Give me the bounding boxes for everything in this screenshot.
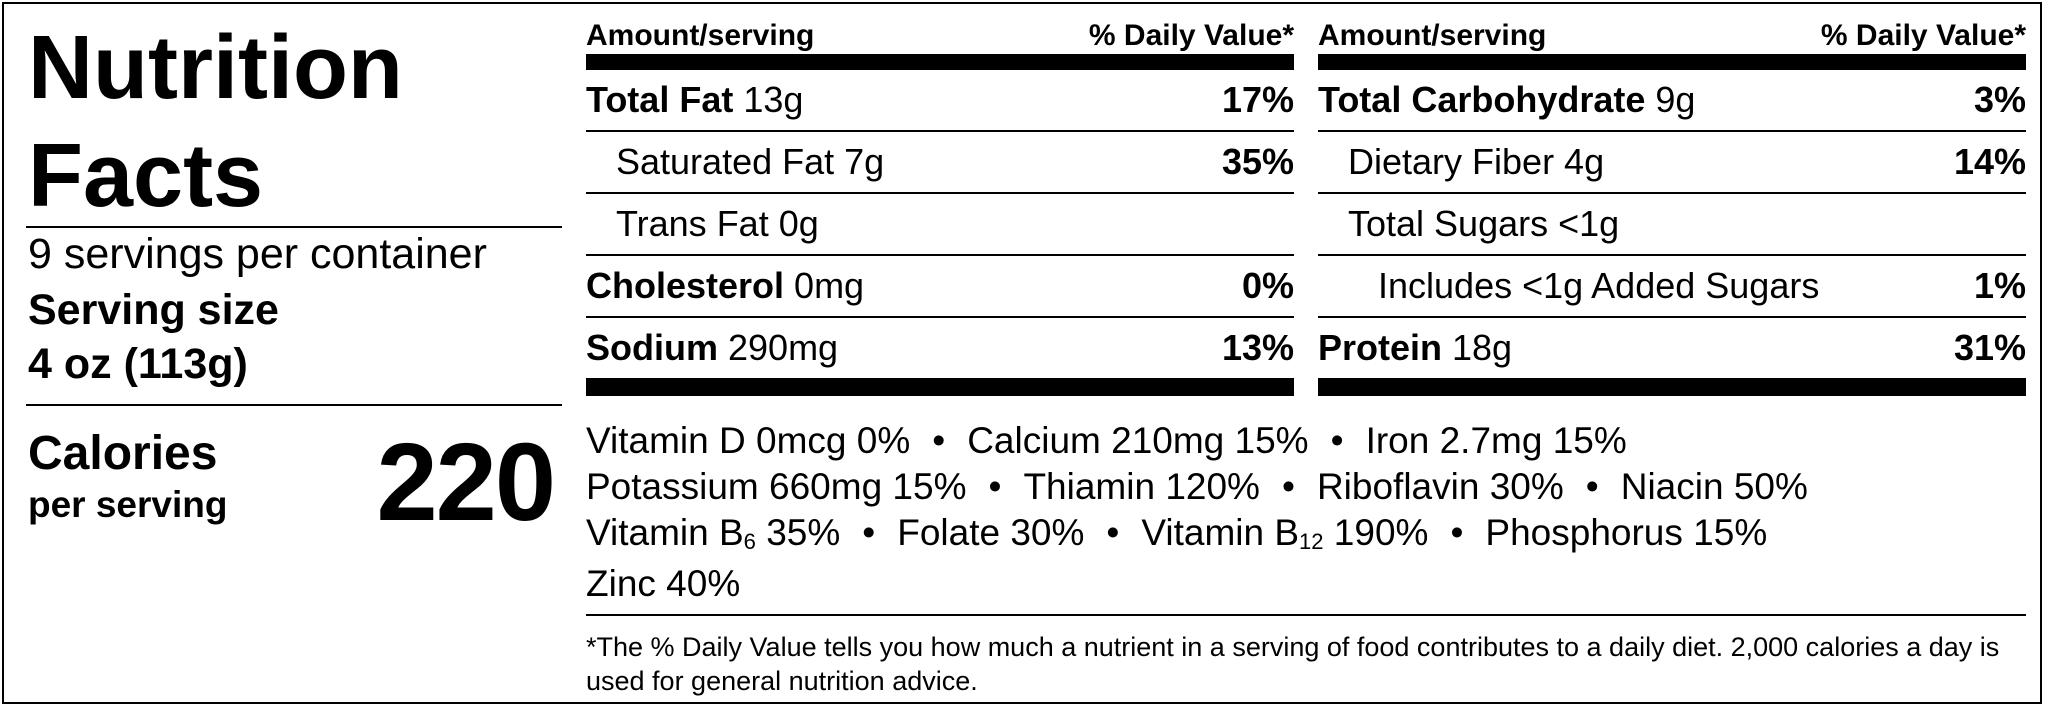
title-line-2: Facts: [28, 126, 264, 226]
calcium: Calcium 210mg 15%: [967, 420, 1309, 461]
nutrient-dv: 1%: [1973, 265, 2026, 306]
nutrition-facts-title: Nutrition Facts: [28, 14, 548, 230]
vitamin-line: Vitamin B6 35% • Folate 30% • Vitamin B12 19…: [586, 510, 2026, 561]
vitamin-b12: Vitamin B12 190%: [1141, 512, 1429, 554]
nutrient-row-total-carbohydrate: Total Carbohydrate 9g 3%: [1318, 70, 2026, 132]
nutrient-amount: 18g: [1442, 327, 1513, 368]
vitamin-b6-name: Vitamin B: [586, 512, 744, 553]
nutrient-dv: 0%: [1241, 265, 1294, 306]
nutrient-amount: 290mg: [718, 327, 839, 368]
footnote: *The % Daily Value tells you how much a …: [586, 632, 2000, 696]
nutrient-row-protein: Protein 18g 31%: [1318, 318, 2026, 380]
nutrient-name: Dietary Fiber 4g: [1348, 141, 1605, 182]
header-daily-value: % Daily Value*: [1820, 19, 2026, 52]
table-header: Amount/serving % Daily Value*: [586, 18, 1294, 54]
nutrient-row-total-fat: Total Fat 13g 17%: [586, 70, 1294, 132]
vitamin-b12-subscript: 12: [1299, 529, 1324, 554]
nutrient-name: Total Carbohydrate: [1318, 79, 1646, 120]
nutrient-amount: 0mg: [784, 265, 865, 306]
title-line-1: Nutrition: [28, 18, 403, 118]
vitamin-line: Vitamin D 0mcg 0% • Calcium 210mg 15% • Iron…: [586, 418, 2026, 464]
vitamin-b6-subscript: 6: [743, 529, 756, 554]
separator-dot: •: [1450, 512, 1464, 553]
vitamin-line: Zinc 40%: [586, 561, 2026, 607]
header-amount: Amount/serving: [1318, 19, 1547, 52]
footnote-divider: [586, 614, 2026, 616]
nutrient-table-right: Amount/serving % Daily Value* Total Carb…: [1318, 18, 2026, 396]
vitamin-line: Potassium 660mg 15% • Thiamin 120% • Ribofla…: [586, 464, 2026, 510]
vitamin-d: Vitamin D 0mcg 0%: [586, 420, 911, 461]
nutrient-name: Cholesterol: [586, 265, 785, 306]
niacin: Niacin 50%: [1620, 466, 1808, 507]
vitamin-b12-name: Vitamin B: [1141, 512, 1300, 553]
nutrient-row-total-sugars: Total Sugars <1g: [1318, 194, 2026, 256]
nutrient-amount: 13g: [733, 79, 804, 120]
nutrient-dv: 35%: [1221, 141, 1294, 182]
iron: Iron 2.7mg 15%: [1365, 420, 1627, 461]
nutrient-amount: 9g: [1645, 79, 1696, 120]
separator-dot: •: [988, 466, 1002, 507]
nutrient-row-trans-fat: Trans Fat 0g: [586, 194, 1294, 256]
calories-sublabel: per serving: [28, 484, 228, 525]
separator-dot: •: [1106, 512, 1120, 553]
vitamin-b12-value: 190%: [1323, 512, 1429, 553]
vitamins-minerals: Vitamin D 0mcg 0% • Calcium 210mg 15% • Iron…: [586, 418, 2026, 607]
nutrient-dv: 17%: [1221, 79, 1294, 120]
serving-divider: [26, 404, 562, 406]
servings-per-container: 9 servings per container: [28, 230, 487, 278]
potassium: Potassium 660mg 15%: [586, 466, 967, 507]
nutrient-row-sodium: Sodium 290mg 13%: [586, 318, 1294, 380]
table-header: Amount/serving % Daily Value*: [1318, 18, 2026, 54]
nutrient-dv: 14%: [1953, 141, 2026, 182]
serving-size-value: 4 oz (113g): [28, 340, 248, 388]
nutrient-dv: 31%: [1953, 327, 2026, 368]
nutrient-row-cholesterol: Cholesterol 0mg 0%: [586, 256, 1294, 318]
nutrient-dv: 3%: [1973, 79, 2026, 120]
title-divider: [26, 226, 562, 228]
nutrient-name: Sodium: [586, 327, 718, 368]
calories-value: 220: [376, 421, 556, 544]
riboflavin: Riboflavin 30%: [1316, 466, 1564, 507]
nutrient-name: Protein: [1318, 327, 1443, 368]
nutrient-name: Total Fat: [586, 79, 734, 120]
nutrient-dv: 13%: [1221, 327, 1294, 368]
separator-dot: •: [1330, 420, 1344, 461]
thick-rule: [586, 380, 1294, 396]
nutrient-row-saturated-fat: Saturated Fat 7g 35%: [586, 132, 1294, 194]
serving-size-label: Serving size: [28, 286, 279, 334]
thick-rule: [1318, 380, 2026, 396]
header-amount: Amount/serving: [586, 19, 815, 52]
vitamin-b6-value: 35%: [755, 512, 841, 553]
thick-rule: [586, 54, 1294, 70]
calories-label: Calories: [28, 427, 218, 480]
nutrient-table-left: Amount/serving % Daily Value* Total Fat …: [586, 18, 1294, 396]
thick-rule: [1318, 54, 2026, 70]
separator-dot: •: [932, 420, 946, 461]
nutrient-row-added-sugars: Includes <1g Added Sugars 1%: [1318, 256, 2026, 318]
separator-dot: •: [862, 512, 876, 553]
nutrient-name: Saturated Fat 7g: [616, 141, 885, 182]
nutrient-name: Includes <1g Added Sugars: [1378, 265, 1820, 306]
header-daily-value: % Daily Value*: [1088, 19, 1294, 52]
vitamin-b6: Vitamin B6 35%: [586, 512, 841, 554]
phosphorus: Phosphorus 15%: [1485, 512, 1768, 553]
nutrient-name: Total Sugars <1g: [1348, 203, 1620, 244]
separator-dot: •: [1585, 466, 1599, 507]
separator-dot: •: [1281, 466, 1295, 507]
nutrient-name: Trans Fat 0g: [616, 203, 819, 244]
thiamin: Thiamin 120%: [1023, 466, 1260, 507]
nutrient-row-dietary-fiber: Dietary Fiber 4g 14%: [1318, 132, 2026, 194]
zinc: Zinc 40%: [586, 563, 741, 604]
folate: Folate 30%: [897, 512, 1085, 553]
